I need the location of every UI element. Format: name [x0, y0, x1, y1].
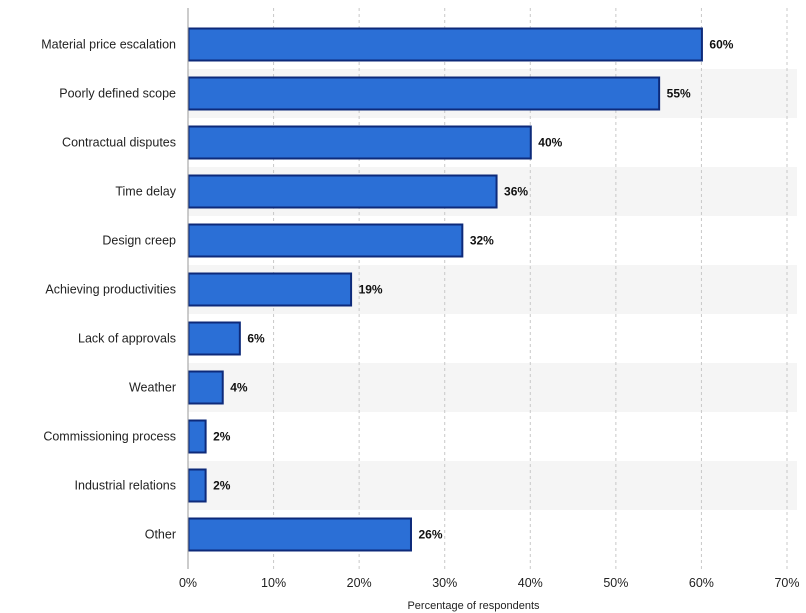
bars-group — [187, 27, 703, 552]
category-label: Poorly defined scope — [59, 87, 176, 101]
bar — [187, 27, 703, 62]
category-label: Design creep — [102, 234, 176, 248]
bar — [187, 125, 532, 160]
category-label: Weather — [129, 381, 176, 395]
category-label: Time delay — [115, 185, 176, 199]
value-label: 36% — [504, 185, 528, 199]
x-tick-label: 30% — [432, 576, 457, 590]
value-labels: 60% 55% 40% 36% 32% 19% 6% 4% 2% 2% 26% — [213, 38, 734, 542]
value-label: 6% — [247, 332, 265, 346]
x-tick-label: 60% — [689, 576, 714, 590]
category-label: Industrial relations — [75, 479, 176, 493]
category-label: Other — [145, 528, 176, 542]
value-label: 4% — [230, 381, 248, 395]
value-label: 2% — [213, 430, 231, 444]
x-tick-label: 10% — [261, 576, 286, 590]
category-label: Lack of approvals — [78, 332, 176, 346]
x-tick-labels: 0% 10% 20% 30% 40% 50% 60% 70% — [179, 576, 800, 590]
bar — [187, 223, 464, 258]
bar — [187, 517, 412, 552]
bar — [187, 174, 498, 209]
category-label: Contractual disputes — [62, 136, 176, 150]
value-label: 60% — [709, 38, 733, 52]
bar — [187, 419, 207, 454]
x-tick-label: 40% — [518, 576, 543, 590]
value-label: 19% — [359, 283, 383, 297]
bar — [187, 272, 353, 307]
value-label: 40% — [538, 136, 562, 150]
category-label: Achieving productivities — [45, 283, 176, 297]
x-tick-label: 70% — [774, 576, 799, 590]
value-label: 55% — [667, 87, 691, 101]
category-labels: Material price escalation Poorly defined … — [41, 38, 177, 542]
x-tick-label: 20% — [347, 576, 372, 590]
row-band — [188, 461, 797, 510]
x-axis-title: Percentage of respondents — [407, 600, 540, 612]
bar — [187, 321, 241, 356]
bar — [187, 76, 661, 111]
value-label: 32% — [470, 234, 494, 248]
bar — [187, 468, 207, 503]
bar — [187, 370, 224, 405]
row-band — [188, 363, 797, 412]
x-tick-label: 0% — [179, 576, 197, 590]
category-label: Material price escalation — [41, 38, 176, 52]
x-tick-label: 50% — [603, 576, 628, 590]
value-label: 2% — [213, 479, 231, 493]
category-label: Commissioning process — [43, 430, 176, 444]
value-label: 26% — [418, 528, 442, 542]
